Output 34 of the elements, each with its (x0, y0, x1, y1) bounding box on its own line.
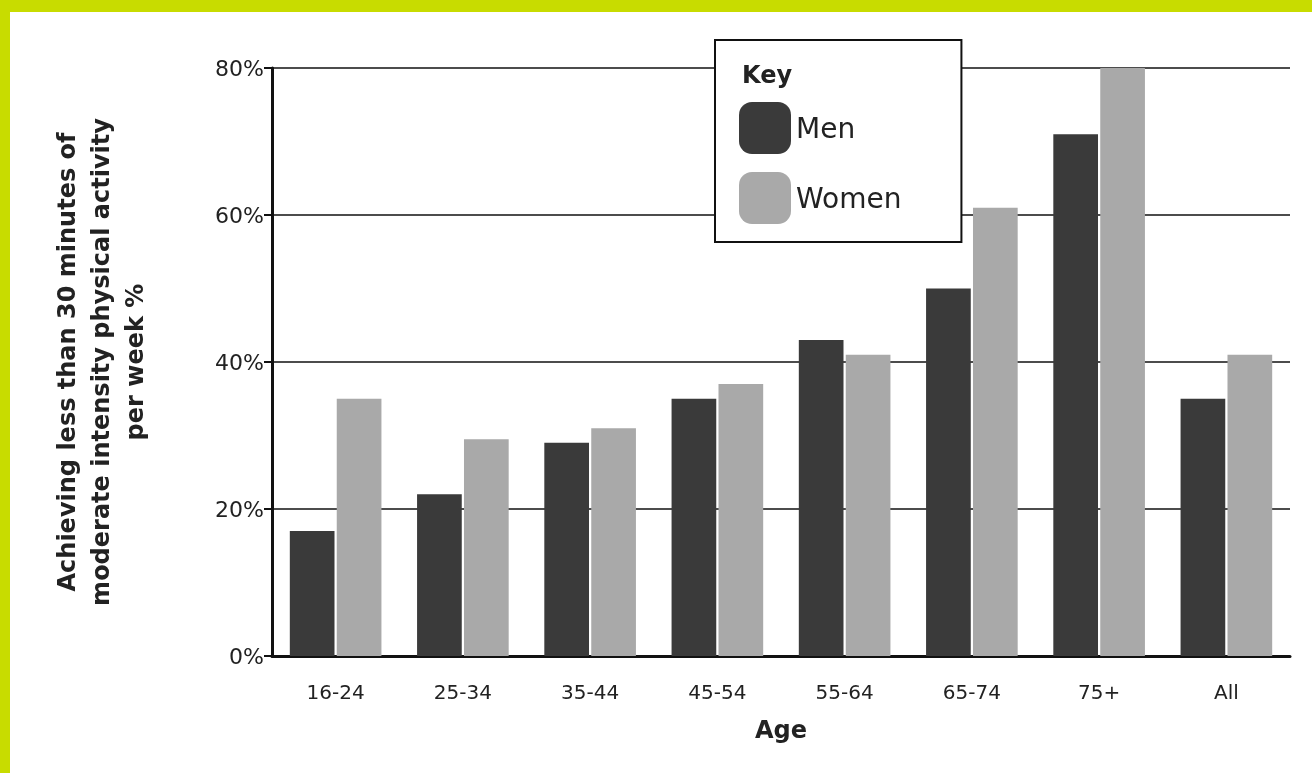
bar (1180, 398, 1226, 656)
bar (798, 339, 844, 656)
y-tick-label: 80% (215, 55, 264, 81)
x-tick-label: All (1213, 680, 1239, 704)
x-tick-label: 16-24 (306, 680, 365, 704)
y-tick-label: 60% (215, 202, 264, 228)
y-axis-title: Achieving less than 30 minutes of moderate intensity physical activity per week % (53, 117, 149, 606)
legend-label: Women (796, 181, 902, 215)
bar (417, 494, 462, 656)
bar (972, 207, 1018, 656)
bar (1227, 354, 1273, 656)
x-tick-label: 65-74 (942, 680, 1001, 704)
bar (591, 428, 636, 656)
bar (845, 354, 891, 656)
legend-title: Key (742, 61, 793, 89)
bar (718, 384, 764, 656)
x-tick-label: 75+ (1078, 680, 1121, 704)
bar (336, 398, 382, 656)
x-tick-label: 35-44 (561, 680, 620, 704)
legend-label: Men (796, 111, 856, 145)
x-tick-label: 55-64 (815, 680, 874, 704)
y-tick-label: 0% (229, 643, 264, 669)
y-tick-label: 20% (215, 496, 264, 522)
bar (289, 531, 335, 656)
x-tick-label: 25-34 (433, 680, 492, 704)
x-tick-label: 45-54 (688, 680, 747, 704)
bar (926, 288, 971, 656)
bar (671, 398, 717, 656)
bar (463, 439, 509, 656)
bar (544, 442, 590, 656)
x-axis-title: Age (754, 716, 808, 744)
bar (1053, 134, 1099, 656)
bar (1100, 68, 1145, 656)
y-tick-label: 40% (215, 349, 264, 375)
